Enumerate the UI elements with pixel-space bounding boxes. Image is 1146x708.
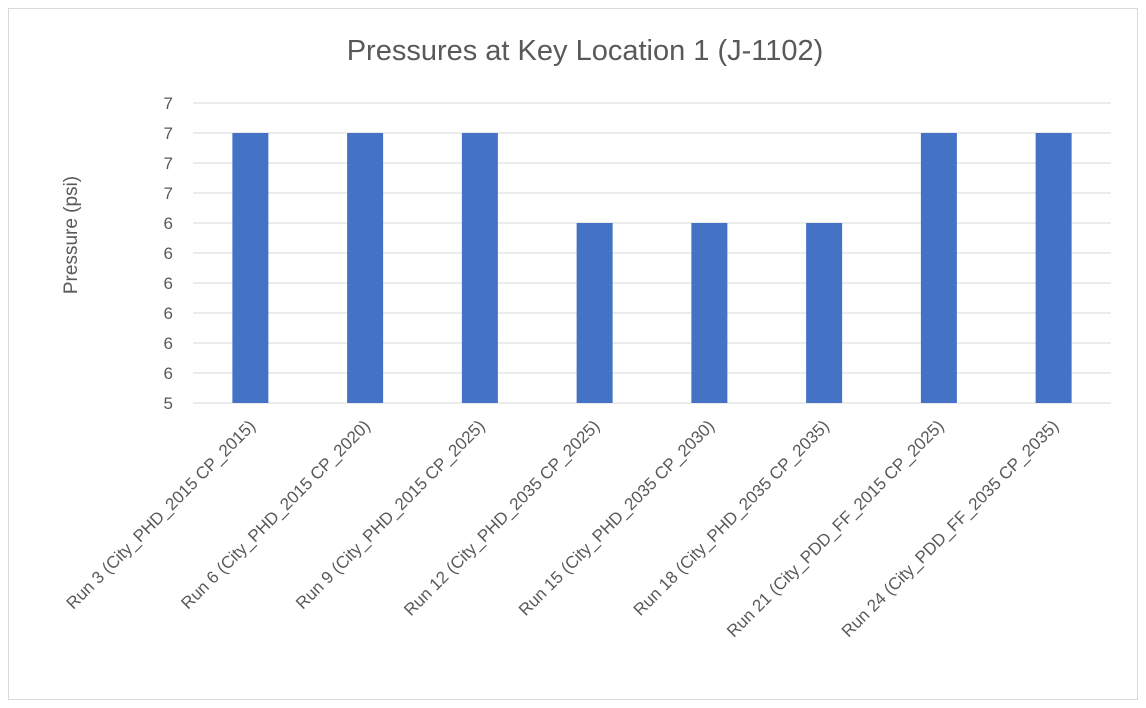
x-category-label: Run 12 (City_PHD_2035 CP_2025): [400, 416, 603, 619]
bar: [806, 223, 843, 403]
x-category-labels: Run 3 (City_PHD_2015 CP_2015)Run 6 (City…: [63, 416, 1063, 641]
bar: [920, 133, 957, 403]
x-category-label: Run 6 (City_PHD_2015 CP_2020): [177, 416, 374, 613]
x-category-label: Run 24 (City_PDD_FF_2035 CP_2035): [838, 416, 1063, 641]
x-category-label: Run 18 (City_PHD_2035 CP_2035): [630, 416, 833, 619]
x-category-label: Run 3 (City_PHD_2015 CP_2015): [63, 416, 260, 613]
x-category-label: Run 21 (City_PDD_FF_2015 CP_2025): [723, 416, 948, 641]
x-category-label: Run 9 (City_PHD_2015 CP_2025): [292, 416, 489, 613]
y-tick-label: 6: [164, 364, 173, 383]
y-tick-label: 6: [164, 304, 173, 323]
gridlines: [193, 102, 1111, 404]
bars: [232, 133, 1072, 403]
y-tick-label: 7: [164, 94, 173, 113]
x-category-label: Run 15 (City_PHD_2035 CP_2030): [515, 416, 718, 619]
bar: [461, 133, 498, 403]
bar: [576, 223, 613, 403]
y-tick-label: 7: [164, 154, 173, 173]
y-tick-label: 7: [164, 124, 173, 143]
y-tick-label: 7: [164, 184, 173, 203]
bar: [347, 133, 384, 403]
bar: [232, 133, 269, 403]
y-tick-label: 6: [164, 244, 173, 263]
chart-frame: Pressures at Key Location 1 (J-1102) Pre…: [8, 8, 1138, 700]
bar: [1035, 133, 1072, 403]
y-tick-labels: 5 6 6 6 6 6 6 7 7 7 7: [164, 94, 173, 413]
bar-chart: Pressures at Key Location 1 (J-1102) Pre…: [61, 35, 1111, 641]
y-axis-label: Pressure (psi): [61, 176, 82, 294]
y-tick-label: 5: [164, 394, 173, 413]
y-tick-label: 6: [164, 334, 173, 353]
y-tick-label: 6: [164, 214, 173, 233]
bar: [691, 223, 728, 403]
y-tick-label: 6: [164, 274, 173, 293]
chart-title: Pressures at Key Location 1 (J-1102): [347, 35, 824, 67]
